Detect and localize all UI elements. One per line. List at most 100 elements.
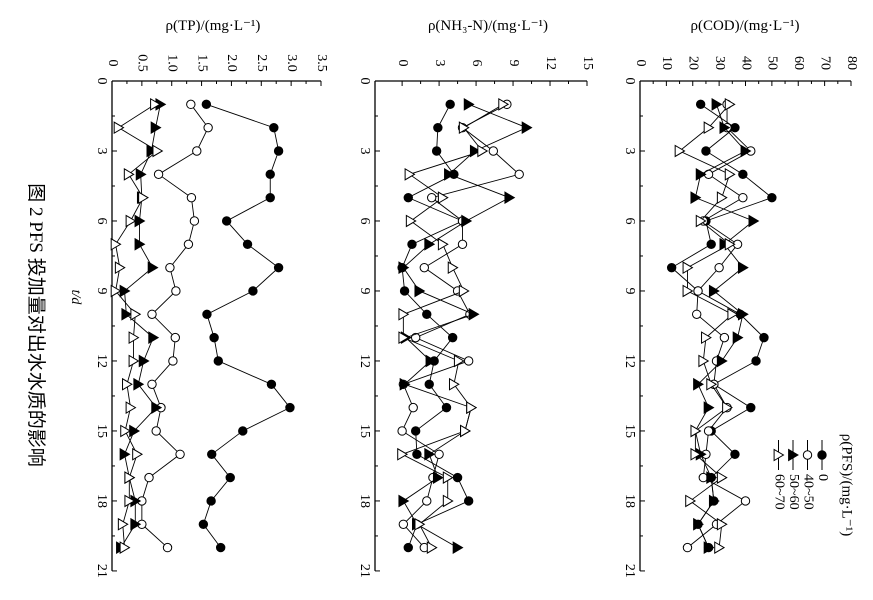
data-point bbox=[716, 191, 728, 205]
legend-label: 50~60 bbox=[786, 474, 801, 510]
day-tick-label: 9 bbox=[357, 287, 372, 294]
day-tick-label: 0 bbox=[622, 78, 637, 85]
data-point bbox=[441, 402, 452, 413]
value-axis-title: ρ(COD)/(mg·L⁻¹) bbox=[690, 18, 799, 34]
data-point bbox=[186, 192, 197, 203]
series-0 bbox=[397, 99, 474, 553]
series-50~60 bbox=[690, 97, 760, 554]
data-point bbox=[203, 122, 213, 133]
data-point bbox=[125, 401, 137, 414]
data-point bbox=[767, 192, 777, 203]
data-point bbox=[521, 121, 533, 135]
data-point bbox=[727, 307, 739, 321]
data-point bbox=[125, 214, 137, 228]
data-point bbox=[716, 354, 728, 368]
data-point bbox=[463, 97, 475, 111]
data-point bbox=[285, 402, 295, 413]
data-point bbox=[128, 354, 140, 368]
data-point bbox=[398, 494, 410, 508]
data-point bbox=[751, 356, 761, 366]
data-point bbox=[408, 402, 418, 413]
day-tick-label: 9 bbox=[622, 287, 637, 294]
data-point bbox=[122, 377, 133, 391]
data-point bbox=[399, 377, 411, 391]
series-60~70 bbox=[674, 97, 739, 554]
data-point bbox=[703, 121, 715, 135]
data-point bbox=[434, 449, 444, 459]
data-point bbox=[452, 541, 464, 554]
data-point bbox=[442, 494, 454, 508]
value-tick-label: 50 bbox=[765, 56, 780, 70]
data-point bbox=[682, 542, 693, 553]
data-point bbox=[130, 517, 142, 531]
day-tick-label: 12 bbox=[357, 354, 372, 368]
value-tick-label: 2.5 bbox=[254, 54, 269, 72]
data-point bbox=[738, 192, 748, 203]
series-0 bbox=[666, 99, 777, 553]
panel-cod: 0 3 6 9 12 15 18 21 0 10 20 30 40 50 60 70 80 ρ(COD)/(mg·… bbox=[622, 18, 859, 578]
series-line bbox=[115, 103, 159, 548]
data-point bbox=[447, 332, 458, 343]
data-point bbox=[221, 216, 232, 226]
series-60~70 bbox=[110, 97, 164, 554]
data-point bbox=[457, 239, 468, 250]
data-point bbox=[504, 191, 516, 205]
value-tick-label: 1.0 bbox=[164, 54, 179, 72]
legend-marker-icon bbox=[817, 450, 827, 460]
data-point bbox=[207, 449, 217, 459]
value-tick-label: 15 bbox=[580, 56, 595, 70]
day-tick-label: 18 bbox=[622, 494, 637, 508]
data-point bbox=[759, 332, 769, 343]
series-line bbox=[202, 103, 291, 548]
data-point bbox=[738, 169, 748, 180]
data-point bbox=[708, 494, 720, 508]
data-point bbox=[690, 447, 702, 461]
data-point bbox=[719, 121, 731, 135]
data-point bbox=[398, 519, 409, 529]
data-point bbox=[706, 239, 716, 250]
value-tick-label: 20 bbox=[686, 56, 701, 70]
data-point bbox=[463, 356, 474, 366]
value-tick-label: 30 bbox=[712, 56, 727, 70]
data-point bbox=[461, 214, 473, 228]
panel-tp: 0 3 6 9 12 15 18 21 0 0.5 1.0 1.5 2.0 2.5 3.0 3.5 ρ(TP)/… bbox=[94, 18, 329, 578]
data-point bbox=[690, 424, 702, 438]
day-tick-label: 12 bbox=[622, 354, 637, 368]
figure-caption: 图 2 PFS 投加量对出水水质的影响 bbox=[25, 183, 47, 466]
data-point bbox=[514, 169, 524, 180]
data-point bbox=[737, 261, 749, 275]
data-point bbox=[724, 167, 736, 181]
data-point bbox=[273, 146, 284, 156]
data-point bbox=[121, 307, 133, 321]
data-point bbox=[732, 331, 744, 345]
data-point bbox=[458, 284, 470, 298]
data-point bbox=[238, 426, 248, 436]
legend-marker-icon bbox=[788, 448, 799, 462]
data-point bbox=[202, 309, 212, 319]
data-point bbox=[740, 144, 752, 158]
value-tick-label: 3.5 bbox=[314, 54, 329, 72]
data-point bbox=[722, 401, 733, 414]
data-point bbox=[266, 379, 277, 389]
series-40~50 bbox=[137, 99, 213, 553]
data-point bbox=[399, 286, 410, 296]
data-point bbox=[397, 447, 409, 461]
data-point bbox=[716, 471, 728, 484]
data-point bbox=[130, 307, 142, 321]
data-point bbox=[740, 496, 751, 506]
legend-label: 60~70 bbox=[771, 474, 786, 510]
data-point bbox=[110, 237, 122, 251]
data-point bbox=[225, 472, 235, 483]
value-tick-label: 0 bbox=[633, 60, 648, 67]
value-tick-label: 40 bbox=[738, 56, 753, 70]
data-point bbox=[431, 146, 442, 156]
data-point bbox=[442, 471, 454, 484]
data-point bbox=[153, 169, 164, 180]
data-point bbox=[215, 542, 226, 553]
data-point bbox=[706, 377, 718, 391]
day-tick-label: 15 bbox=[357, 424, 372, 438]
data-point bbox=[466, 401, 478, 414]
value-tick-label: 0 bbox=[105, 60, 120, 67]
data-point bbox=[412, 449, 422, 459]
data-point bbox=[422, 496, 432, 506]
